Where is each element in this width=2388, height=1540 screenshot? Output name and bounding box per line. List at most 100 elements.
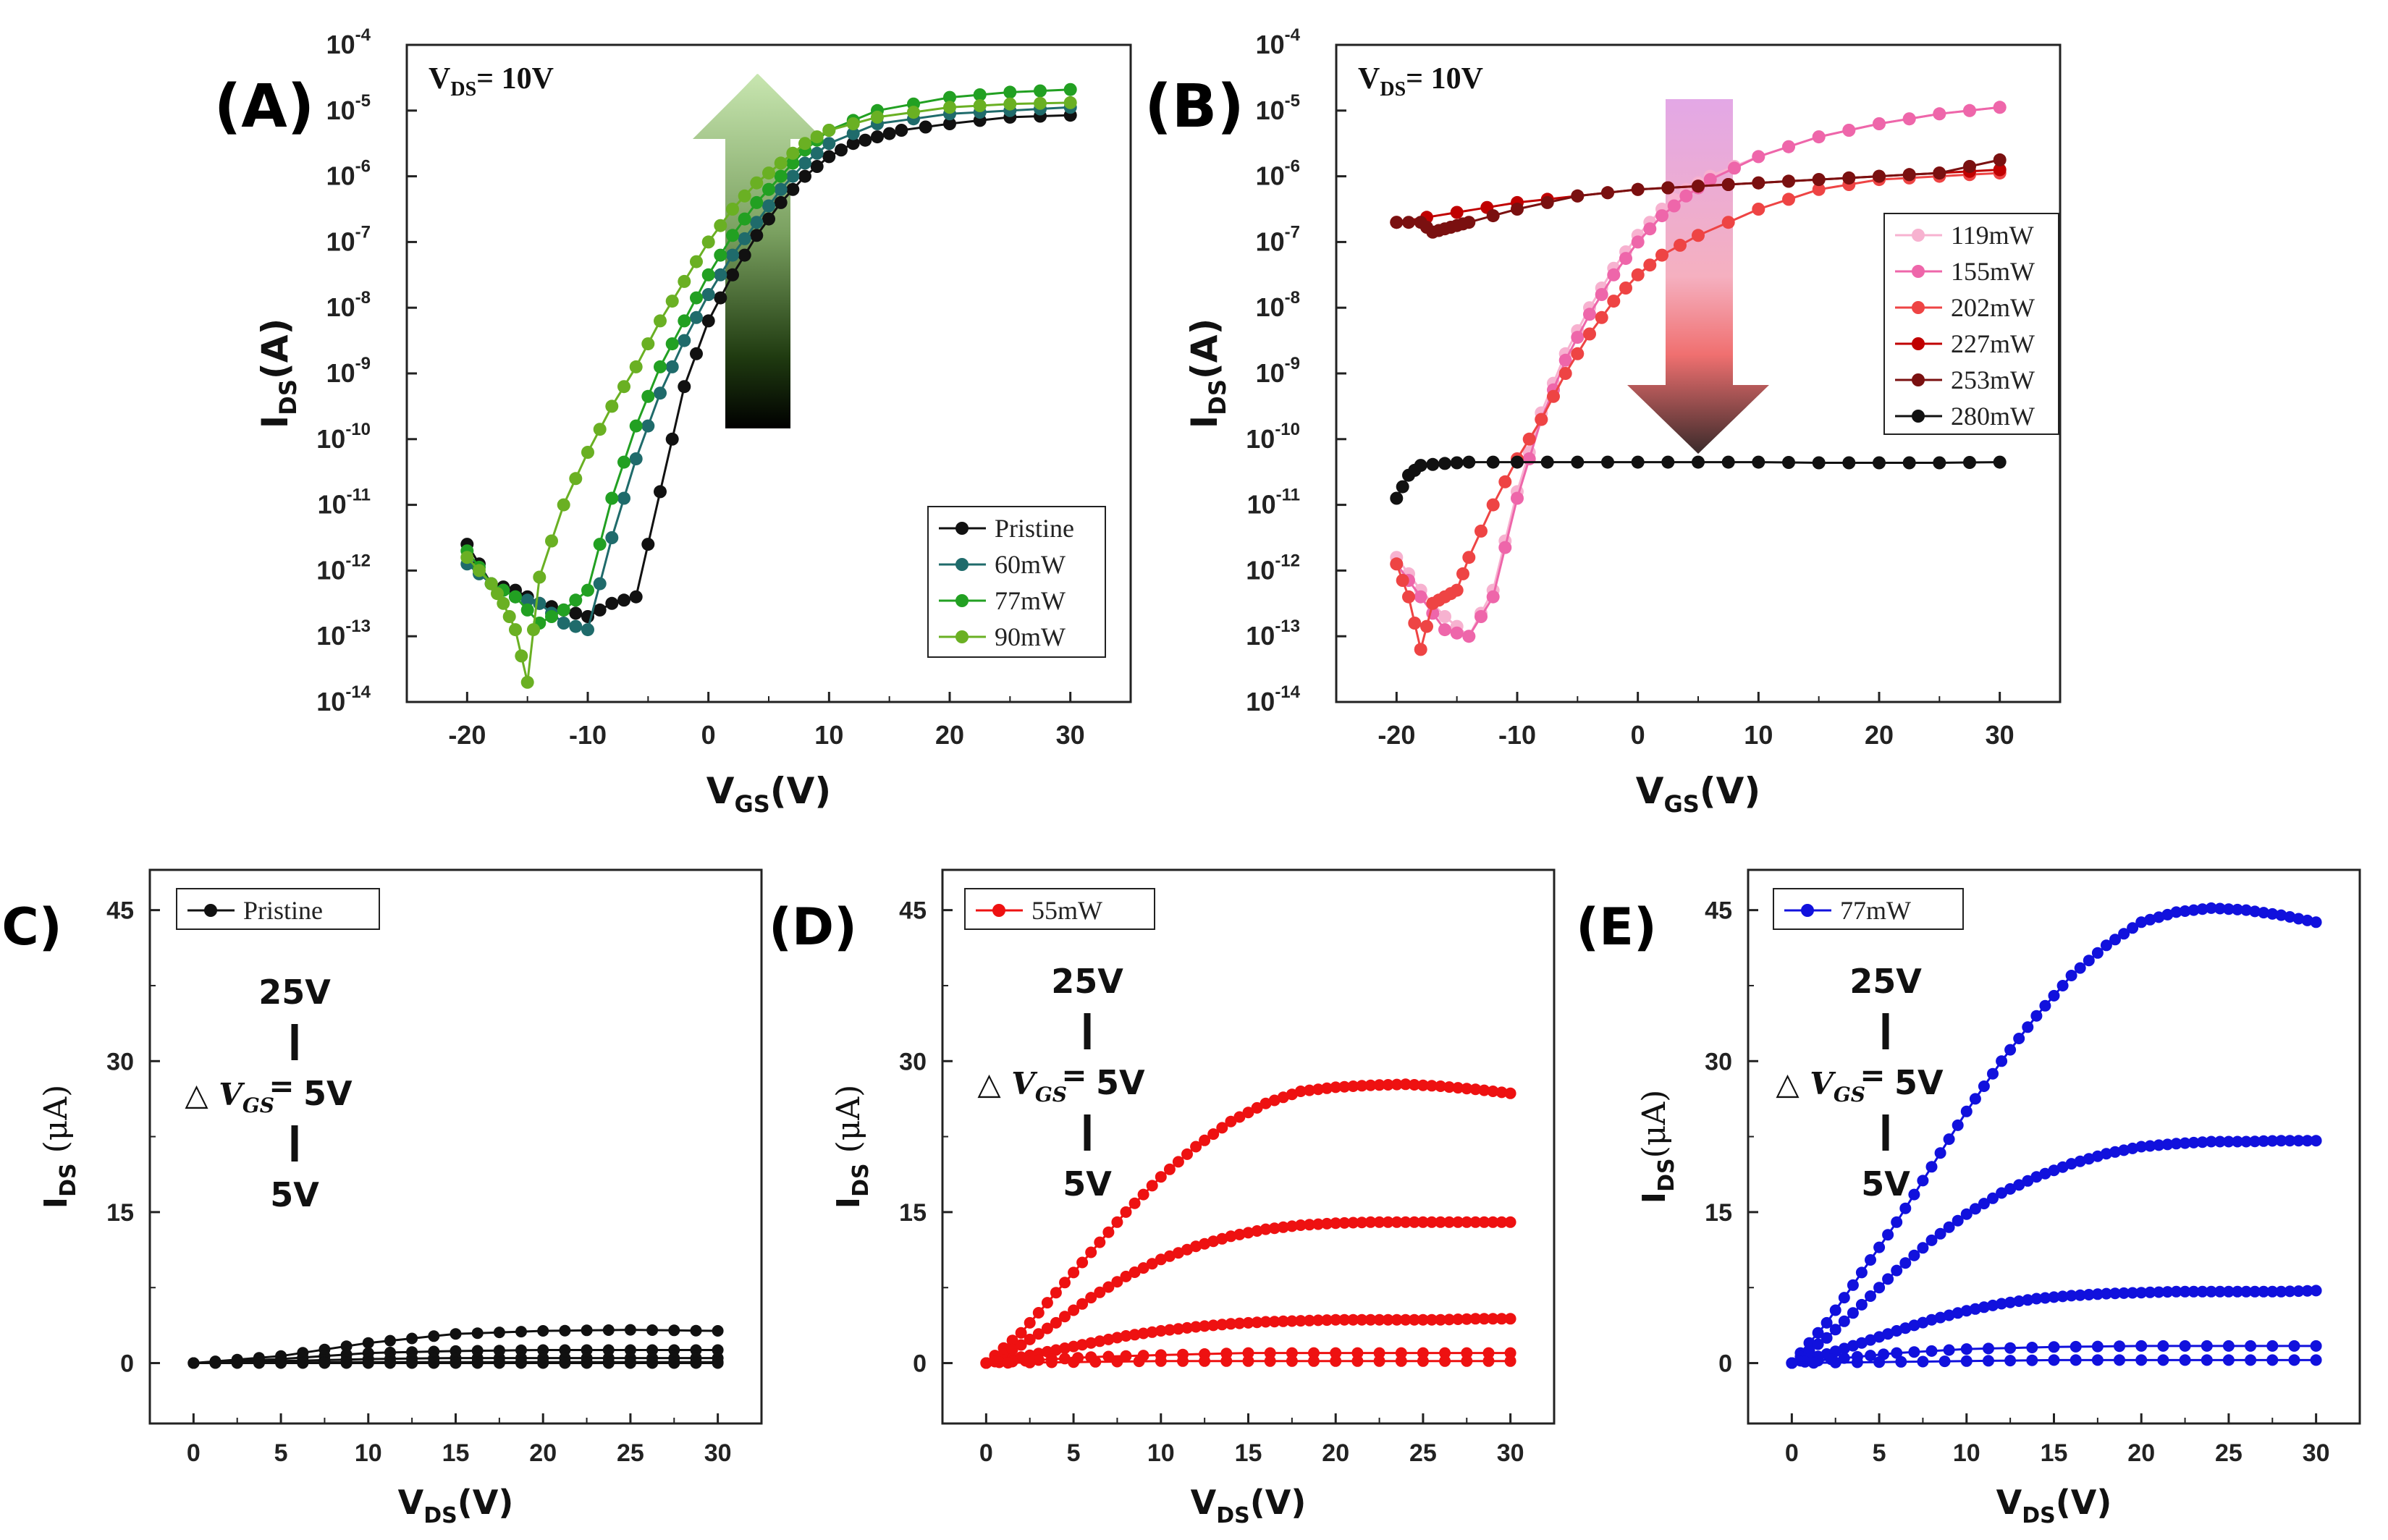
data-point <box>1692 455 1705 469</box>
data-point <box>1163 1250 1176 1262</box>
data-point <box>1643 258 1657 272</box>
data-point <box>654 485 667 499</box>
data-point <box>557 603 570 617</box>
data-point <box>1015 1327 1027 1339</box>
data-point <box>1076 1298 1089 1310</box>
data-point <box>2205 1285 2217 1298</box>
legend: 55mW <box>964 888 1155 930</box>
x-axis-label: VGS(V) <box>1636 770 1760 818</box>
data-point <box>1199 1134 1211 1146</box>
data-point <box>559 1324 571 1337</box>
panel-d: (D) 0 5 10 15 20 25 30 0 15 30 45 VDS(V) IDS (μA) 25V △… <box>769 868 1556 1528</box>
x-tick-label: 25 <box>2215 1439 2243 1467</box>
data-point <box>1264 1355 1276 1367</box>
data-point <box>1812 173 1826 187</box>
data-point <box>1474 610 1488 623</box>
data-point <box>1190 1141 1202 1153</box>
data-point <box>1373 1313 1385 1326</box>
data-point <box>1752 176 1765 190</box>
data-point <box>1462 630 1476 643</box>
data-point <box>2022 1294 2034 1306</box>
x-axis-label: VDS(V) <box>1996 1483 2112 1528</box>
data-point <box>1535 412 1548 426</box>
data-point <box>1242 1227 1254 1239</box>
data-point <box>1373 1216 1385 1228</box>
data-point <box>1960 1305 1973 1317</box>
data-point <box>1330 1217 1342 1230</box>
y-tick-label: 30 <box>106 1048 134 1075</box>
data-point <box>2135 1141 2148 1153</box>
data-point <box>1583 327 1596 341</box>
data-point <box>1721 178 1735 191</box>
data-point <box>2135 1287 2148 1299</box>
data-point <box>1807 1357 1820 1369</box>
data-point <box>1452 1313 1464 1325</box>
data-point <box>2091 1150 2104 1162</box>
plot-area <box>1390 101 2007 656</box>
data-point <box>569 619 583 633</box>
data-point <box>1089 1355 1102 1368</box>
data-point <box>1102 1350 1115 1363</box>
data-point <box>858 133 872 147</box>
data-point <box>1308 1355 1320 1367</box>
data-point <box>810 146 824 160</box>
data-point <box>1330 1313 1342 1326</box>
data-point <box>509 623 522 637</box>
data-point <box>1692 229 1705 242</box>
data-point <box>1487 1086 1499 1097</box>
data-point <box>1312 1083 1325 1096</box>
x-tick-label: 30 <box>1986 720 2014 750</box>
series-55mw <box>980 1078 1516 1369</box>
y-tick-label: 10-4 <box>1256 25 1301 59</box>
data-point <box>1450 626 1464 640</box>
data-point <box>1094 1286 1106 1298</box>
data-point <box>646 1357 659 1369</box>
data-point <box>1347 1313 1359 1326</box>
data-point <box>1803 1345 1815 1357</box>
data-point <box>2266 908 2279 920</box>
data-point <box>1838 1292 1850 1304</box>
panel-e: (E) 0 5 10 15 20 25 30 0 15 30 45 VDS(V) IDS(μA) 25V △ … <box>1576 868 2361 1528</box>
data-point <box>1631 235 1645 249</box>
gate-step-label: △ VGS <box>1776 1066 1865 1107</box>
data-point <box>2100 1287 2112 1300</box>
data-point <box>2266 1354 2279 1366</box>
data-point <box>714 248 727 262</box>
data-point <box>1003 85 1017 99</box>
data-point <box>1094 1335 1106 1348</box>
panel-label: (A) <box>214 72 314 141</box>
data-point <box>1452 1082 1464 1094</box>
data-point <box>1571 331 1585 344</box>
data-point <box>1181 1321 1193 1334</box>
data-point <box>1024 1356 1036 1368</box>
data-point <box>1812 182 1826 196</box>
data-point <box>1242 1107 1254 1119</box>
data-point <box>2275 909 2287 921</box>
data-point <box>2074 1289 2086 1301</box>
data-point <box>1382 1313 1394 1326</box>
data-point <box>1439 1347 1451 1359</box>
data-point <box>1829 1304 1841 1316</box>
x-tick-label: 30 <box>1056 720 1085 750</box>
data-point <box>2222 903 2235 915</box>
y-tick-label: 10-8 <box>1256 288 1300 322</box>
data-point <box>1461 1347 1473 1359</box>
data-point <box>1842 456 1856 470</box>
x-tick-label: 30 <box>704 1439 732 1467</box>
plot-frame <box>148 868 763 1425</box>
data-point <box>1595 310 1608 324</box>
data-point <box>617 491 630 505</box>
data-point <box>1495 1216 1508 1228</box>
data-point <box>774 156 788 170</box>
data-point <box>1277 1091 1289 1104</box>
data-point <box>1938 1355 1951 1368</box>
data-point <box>1933 107 1946 121</box>
y-tick-label: 10-7 <box>1256 222 1300 256</box>
equals-sign: = <box>1061 1057 1087 1093</box>
data-point <box>1373 1347 1385 1359</box>
data-point <box>646 1344 659 1356</box>
data-point <box>2288 1340 2300 1352</box>
data-point <box>690 255 703 268</box>
data-point <box>1679 189 1693 203</box>
data-point <box>1399 1313 1412 1326</box>
